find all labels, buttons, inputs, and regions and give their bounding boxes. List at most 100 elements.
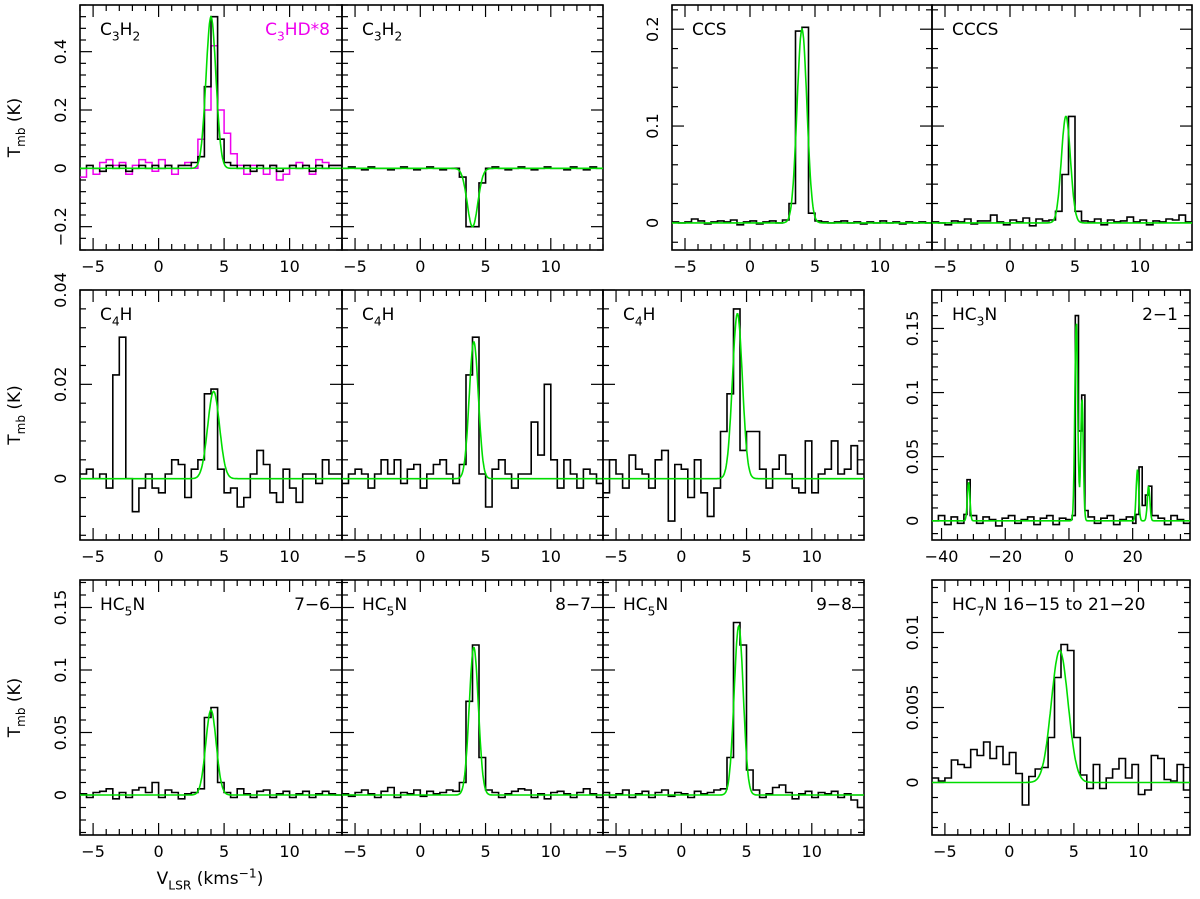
x-tick-label: 0 bbox=[1004, 842, 1014, 861]
panel-title-c4h-a-part: C bbox=[100, 305, 112, 325]
x-tick-label: 5 bbox=[480, 842, 490, 861]
y-tick-label: 0.1 bbox=[903, 380, 922, 405]
y-tick-label: 0.15 bbox=[903, 311, 922, 347]
x-tick-label: 10 bbox=[870, 257, 890, 276]
x-tick-label: 0 bbox=[154, 547, 164, 566]
observed-spectrum-line bbox=[80, 336, 342, 513]
x-tick-label: −5 bbox=[81, 547, 105, 566]
x-tick-label: −5 bbox=[933, 257, 957, 276]
x-tick-label: −5 bbox=[933, 842, 957, 861]
y-tick-label: 0.2 bbox=[51, 97, 70, 122]
panel-title-c3h2-a-part: 3 bbox=[112, 29, 120, 43]
gaussian-fit-line bbox=[672, 27, 932, 224]
x-tick-label: 5 bbox=[219, 842, 229, 861]
panel-title-c3h2-a-part: 2 bbox=[132, 29, 140, 43]
panel-frame bbox=[671, 4, 933, 251]
y-axis-title-main: T bbox=[5, 434, 25, 446]
gaussian-fit-line bbox=[603, 624, 864, 796]
panel-title-c3h2-b: C3H2 bbox=[362, 20, 402, 43]
y-axis-title: Tmb (K) bbox=[5, 385, 28, 446]
observed-spectrum-line bbox=[80, 706, 342, 800]
panel-frame bbox=[931, 4, 1193, 251]
panel-title-hc3n-part: 3 bbox=[977, 314, 985, 328]
panel-title-hc5n-b-part: N bbox=[394, 595, 407, 615]
panel-hc7n: −5 0 5 10 0 0.005 0.01 HC7N 16−15 to 21−20 bbox=[903, 579, 1191, 861]
panel-right-label-c3h2-a-part: C bbox=[265, 20, 277, 40]
y-tick-label: 0.005 bbox=[903, 685, 922, 731]
x-axis-title: VLSR (kms−1) bbox=[157, 867, 264, 893]
panel-title-c4h-a: C4H bbox=[100, 305, 132, 328]
y-axis-title-unit: (K) bbox=[5, 98, 25, 128]
x-tick-label: −5 bbox=[604, 547, 628, 566]
x-tick-label: 10 bbox=[1130, 257, 1150, 276]
y-tick-label: 0.01 bbox=[903, 615, 922, 651]
panel-title-hc5n-b: HC5N bbox=[362, 595, 407, 618]
x-tick-label: −5 bbox=[673, 257, 697, 276]
panel-title-hc5n-a: HC5N bbox=[100, 595, 145, 618]
panel-cccs: −5 0 5 10 CCCS bbox=[931, 4, 1193, 276]
x-tick-label: 0 bbox=[676, 547, 686, 566]
y-tick-label: 0.02 bbox=[51, 367, 70, 403]
x-tick-label: 0 bbox=[415, 547, 425, 566]
gaussian-fit-line bbox=[603, 313, 864, 480]
panel-title-c4h-c-part: 4 bbox=[635, 314, 643, 328]
x-tick-label: −5 bbox=[343, 547, 367, 566]
panel-right-label-hc3n-part: 2−1 bbox=[1142, 305, 1178, 325]
x-tick-label: 10 bbox=[279, 257, 299, 276]
panel-c3h2-b: −5 0 5 10 C3H2 bbox=[341, 4, 604, 276]
panel-title-cccs-part: CCCS bbox=[952, 20, 998, 40]
panel-title-hc5n-b-part: HC bbox=[362, 595, 387, 615]
panel-title-c4h-a-part: 4 bbox=[112, 314, 120, 328]
y-tick-label: 0.1 bbox=[643, 113, 662, 138]
x-tick-label: 10 bbox=[541, 842, 561, 861]
y-tick-label: −0.2 bbox=[51, 207, 70, 246]
x-tick-label: 10 bbox=[802, 547, 822, 566]
x-tick-label: 5 bbox=[480, 547, 490, 566]
x-tick-label: 5 bbox=[1070, 257, 1080, 276]
y-tick-label: 0 bbox=[643, 218, 662, 228]
x-tick-label: 0 bbox=[676, 842, 686, 861]
x-tick-label: −5 bbox=[343, 257, 367, 276]
panel-title-cccs: CCCS bbox=[952, 20, 998, 40]
panel-title-hc7n-part: 7 bbox=[977, 604, 985, 618]
panel-data bbox=[672, 26, 932, 226]
panel-title-c4h-a-part: H bbox=[120, 305, 133, 325]
x-axis-title-part: LSR bbox=[168, 878, 192, 892]
x-tick-label: 5 bbox=[219, 257, 229, 276]
panel-right-label-hc5n-b: 8−7 bbox=[555, 595, 591, 615]
observed-spectrum-line bbox=[672, 26, 932, 226]
panel-title-c4h-b-part: 4 bbox=[374, 314, 382, 328]
x-tick-label: −5 bbox=[604, 842, 628, 861]
panel-title-c3h2-a-part: C bbox=[100, 20, 112, 40]
gaussian-fit-line bbox=[342, 167, 603, 228]
panel-title-c3h2-b-part: C bbox=[362, 20, 374, 40]
y-tick-label: 0.05 bbox=[903, 439, 922, 475]
x-tick-label: −5 bbox=[343, 842, 367, 861]
panel-data bbox=[603, 308, 864, 522]
panel-data bbox=[603, 621, 864, 809]
panel-right-label-hc5n-a-part: 7−6 bbox=[294, 595, 330, 615]
x-tick-label: 10 bbox=[802, 842, 822, 861]
panel-c4h-b: −5 0 5 10 C4H bbox=[341, 289, 604, 566]
x-tick-label: 5 bbox=[741, 842, 751, 861]
panel-title-hc5n-c-part: HC bbox=[623, 595, 648, 615]
y-tick-label: 0.15 bbox=[51, 590, 70, 626]
panel-right-label-hc5n-b-part: 8−7 bbox=[555, 595, 591, 615]
x-tick-label: 10 bbox=[1128, 842, 1148, 861]
x-tick-label: 0 bbox=[1005, 257, 1015, 276]
panel-title-c3h2-b-part: H bbox=[382, 20, 395, 40]
y-tick-label: 0 bbox=[51, 790, 70, 800]
y-axis-title: Tmb (K) bbox=[5, 678, 28, 739]
panel-right-label-hc5n-a: 7−6 bbox=[294, 595, 330, 615]
observed-spectrum-line bbox=[342, 644, 603, 800]
y-tick-label: 0.1 bbox=[51, 657, 70, 682]
observed-spectrum-line bbox=[342, 336, 603, 508]
x-tick-label: 20 bbox=[1122, 547, 1142, 566]
panel-title-hc5n-c-part: 5 bbox=[648, 604, 656, 618]
x-axis-title-part: ) bbox=[257, 869, 264, 889]
panel-title-c4h-b: C4H bbox=[362, 305, 394, 328]
